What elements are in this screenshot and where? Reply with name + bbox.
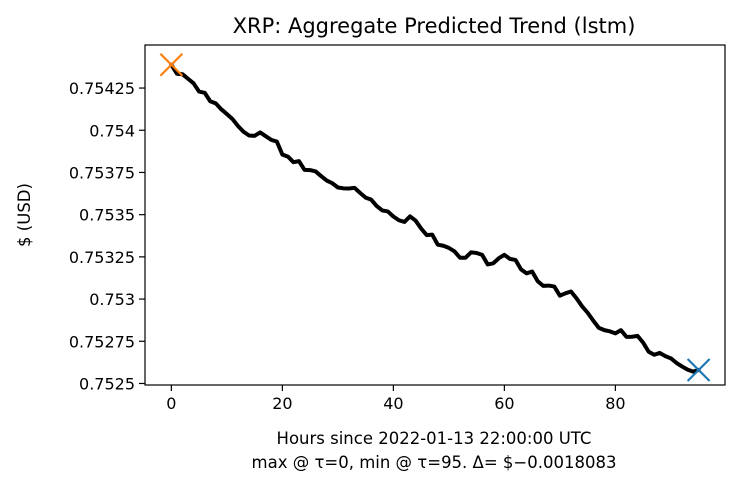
y-tick-label: 0.75375 [69, 163, 135, 182]
max-marker [159, 52, 184, 77]
x-axis-sublabel: max @ τ=0, min @ τ=95. Δ= $−0.0018083 [252, 453, 617, 472]
axes-frame [144, 44, 726, 386]
y-tick-label: 0.75275 [69, 332, 135, 351]
x-tick-label: 80 [605, 394, 625, 413]
y-tick-label: 0.75325 [69, 248, 135, 267]
y-tick-label: 0.753 [89, 290, 135, 309]
chart-title: XRP: Aggregate Predicted Trend (lstm) [233, 14, 636, 38]
y-tick-label: 0.754 [89, 121, 135, 140]
axis-ticks: 0 20 40 60 80 0.7525 0.75275 0.753 0.75325 0.7535… [69, 79, 626, 413]
min-marker [686, 358, 711, 382]
x-tick-label: 0 [166, 394, 176, 413]
x-axis-label: Hours since 2022-01-13 22:00:00 UTC [277, 429, 592, 448]
x-tick-label: 60 [494, 394, 514, 413]
series-line-0 [169, 62, 701, 374]
plot-area [159, 52, 711, 382]
y-tick-label: 0.7525 [79, 374, 135, 393]
y-tick-label: 0.75425 [69, 79, 135, 98]
y-tick-label: 0.7535 [79, 206, 135, 225]
x-tick-label: 20 [272, 394, 292, 413]
x-tick-label: 40 [383, 394, 403, 413]
y-axis-label: $ (USD) [15, 183, 34, 247]
